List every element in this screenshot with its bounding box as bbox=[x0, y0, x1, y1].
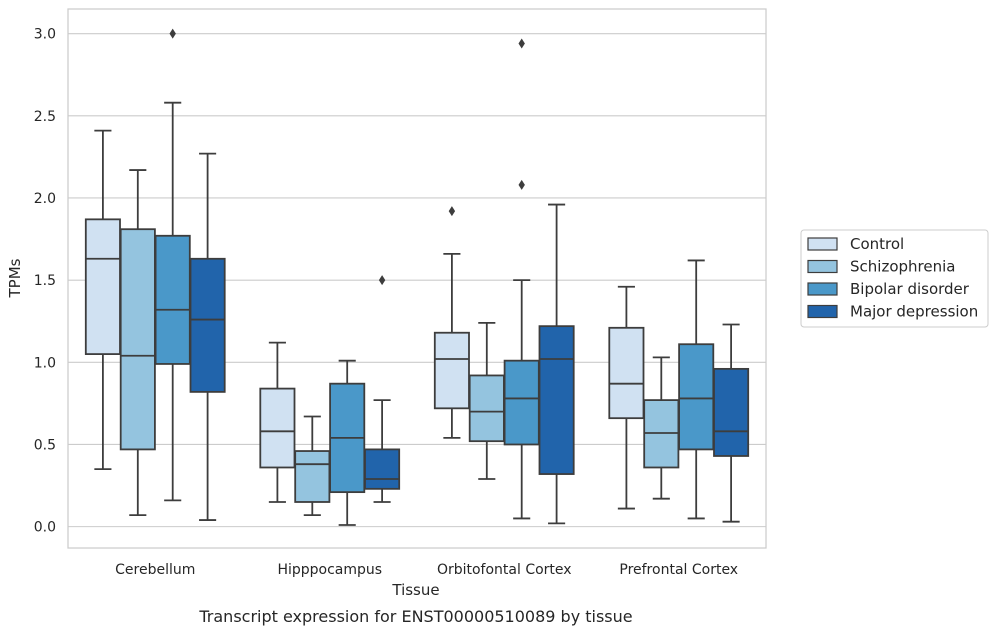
x-tick-label: Cerebellum bbox=[115, 562, 195, 578]
y-tick-label: 1.5 bbox=[34, 273, 56, 289]
x-tick-labels: Cerebellum Hipppocampus Orbitofontal Corte… bbox=[115, 562, 738, 578]
x-tick-label: Prefrontal Cortex bbox=[619, 562, 738, 578]
legend-label: Control bbox=[850, 235, 904, 253]
box-control bbox=[84, 129, 121, 471]
plot-frame bbox=[67, 8, 767, 549]
box-groups bbox=[84, 28, 750, 526]
box-iqr bbox=[294, 450, 331, 503]
box-iqr bbox=[503, 359, 540, 446]
box-iqr bbox=[84, 218, 121, 355]
box-iqr bbox=[259, 387, 296, 469]
y-tick-label: 2.5 bbox=[34, 109, 56, 125]
box-control bbox=[259, 341, 296, 503]
box-iqr bbox=[468, 374, 505, 443]
legend-swatch bbox=[807, 237, 838, 251]
box-major-depression bbox=[189, 152, 226, 521]
y-tick-label: 2.0 bbox=[34, 191, 56, 207]
x-tick-label: Hipppocampus bbox=[277, 562, 382, 578]
box-bipolar-disorder bbox=[678, 259, 715, 520]
y-axis-title: TPMs bbox=[6, 258, 24, 298]
box-bipolar-disorder bbox=[329, 359, 366, 526]
legend-swatch bbox=[807, 304, 838, 319]
box-major-depression bbox=[364, 275, 401, 503]
legend-label: Schizophrenia bbox=[850, 258, 955, 276]
box-major-depression bbox=[713, 323, 750, 523]
box-iqr bbox=[678, 343, 715, 451]
box-iqr bbox=[119, 228, 156, 451]
legend-swatch bbox=[807, 282, 838, 296]
legend-frame bbox=[800, 229, 989, 328]
box-schizophrenia bbox=[119, 169, 156, 517]
outlier-marker bbox=[378, 275, 386, 286]
box-iqr bbox=[608, 326, 645, 420]
box-iqr bbox=[364, 448, 401, 490]
box-schizophrenia bbox=[294, 415, 331, 517]
box-iqr bbox=[154, 234, 191, 365]
outlier-marker bbox=[448, 206, 456, 217]
x-tick-label: Orbitofontal Cortex bbox=[437, 562, 572, 578]
box-major-depression bbox=[538, 203, 575, 525]
y-tick-label: 3.0 bbox=[34, 27, 56, 43]
outlier-marker bbox=[518, 179, 525, 190]
box-iqr bbox=[189, 257, 226, 393]
legend-label: Major depression bbox=[850, 303, 978, 321]
x-axis-title: Tissue bbox=[391, 581, 439, 599]
y-tick-label: 0.5 bbox=[34, 437, 56, 453]
box-iqr bbox=[433, 331, 470, 410]
legend: Control Schizophrenia Bipolar disorder Majo… bbox=[800, 229, 989, 328]
box-control bbox=[433, 206, 470, 439]
y-tick-label: 1.0 bbox=[34, 355, 56, 371]
y-tick-label: 0.0 bbox=[34, 520, 56, 536]
outlier-marker bbox=[169, 28, 176, 39]
y-tick-labels: 0.0 0.5 1.0 1.5 2.0 2.5 3.0 bbox=[34, 27, 56, 536]
box-control bbox=[608, 285, 645, 510]
outlier-marker bbox=[518, 38, 525, 49]
chart-caption: Transcript expression for ENST0000051008… bbox=[198, 607, 632, 626]
box-iqr bbox=[713, 367, 750, 457]
legend-label: Bipolar disorder bbox=[850, 280, 970, 298]
legend-swatch bbox=[807, 259, 838, 274]
box-iqr bbox=[538, 325, 575, 475]
